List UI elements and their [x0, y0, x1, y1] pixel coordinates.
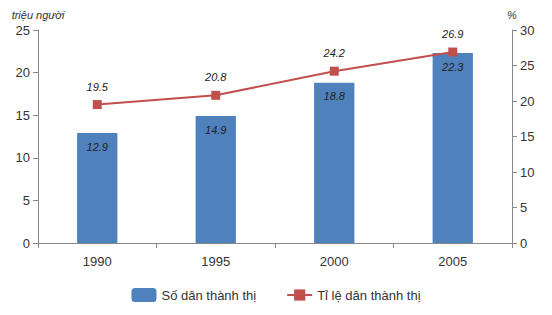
svg-text:19.5: 19.5 [87, 81, 109, 93]
svg-text:20.8: 20.8 [204, 71, 227, 83]
svg-text:2000: 2000 [320, 254, 349, 269]
svg-text:Số dân thành thị: Số dân thành thị [161, 288, 256, 303]
svg-text:26.9: 26.9 [441, 28, 463, 40]
svg-text:20: 20 [16, 65, 30, 80]
svg-text:Tỉ lệ dân thành thị: Tỉ lệ dân thành thị [317, 288, 420, 303]
svg-text:25: 25 [520, 58, 534, 73]
svg-text:0: 0 [520, 236, 527, 251]
svg-text:10: 10 [520, 165, 534, 180]
svg-text:14.9: 14.9 [205, 124, 226, 136]
svg-text:22.3: 22.3 [441, 61, 464, 73]
svg-text:24.2: 24.2 [323, 47, 345, 59]
svg-text:5: 5 [23, 193, 30, 208]
svg-text:%: % [507, 9, 517, 21]
svg-text:0: 0 [23, 236, 30, 251]
svg-text:20: 20 [520, 94, 534, 109]
svg-text:1990: 1990 [83, 254, 112, 269]
svg-text:25: 25 [16, 23, 30, 38]
svg-text:15: 15 [520, 129, 534, 144]
svg-text:5: 5 [520, 200, 527, 215]
svg-text:triệu người: triệu người [12, 9, 65, 21]
svg-text:18.8: 18.8 [324, 90, 346, 102]
svg-text:30: 30 [520, 23, 534, 38]
svg-text:2005: 2005 [438, 254, 467, 269]
svg-text:12.9: 12.9 [87, 141, 108, 153]
svg-text:15: 15 [16, 108, 30, 123]
svg-text:1995: 1995 [201, 254, 230, 269]
svg-text:10: 10 [16, 150, 30, 165]
